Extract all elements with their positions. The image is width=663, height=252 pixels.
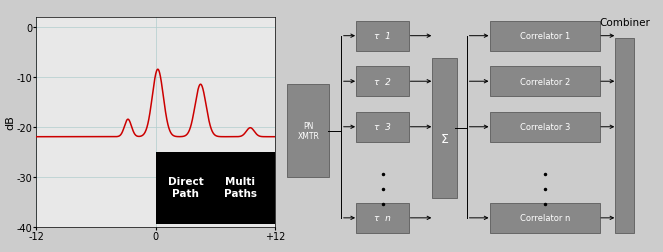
FancyBboxPatch shape (356, 21, 410, 52)
Bar (156, 152, 275, 224)
Text: τ  2: τ 2 (375, 77, 391, 86)
Text: Σ: Σ (441, 133, 449, 146)
FancyBboxPatch shape (489, 67, 600, 97)
FancyBboxPatch shape (356, 67, 410, 97)
Y-axis label: dB: dB (5, 115, 15, 130)
FancyBboxPatch shape (615, 39, 634, 233)
FancyBboxPatch shape (489, 112, 600, 142)
Text: Combiner: Combiner (599, 18, 650, 28)
Text: Multi
Paths: Multi Paths (224, 176, 257, 198)
Text: Correlator 2: Correlator 2 (520, 77, 570, 86)
Text: τ  3: τ 3 (375, 123, 391, 132)
Text: Correlator n: Correlator n (520, 213, 570, 223)
FancyBboxPatch shape (356, 112, 410, 142)
FancyBboxPatch shape (489, 21, 600, 52)
Text: PN
XMTR: PN XMTR (298, 121, 320, 141)
Text: Correlator 3: Correlator 3 (520, 123, 570, 132)
FancyBboxPatch shape (288, 84, 330, 178)
Text: τ  n: τ n (375, 213, 391, 223)
Text: τ  1: τ 1 (375, 32, 391, 41)
FancyBboxPatch shape (489, 203, 600, 233)
Text: Correlator 1: Correlator 1 (520, 32, 570, 41)
FancyBboxPatch shape (356, 203, 410, 233)
Text: Direct
Path: Direct Path (168, 176, 204, 198)
FancyBboxPatch shape (432, 59, 457, 198)
